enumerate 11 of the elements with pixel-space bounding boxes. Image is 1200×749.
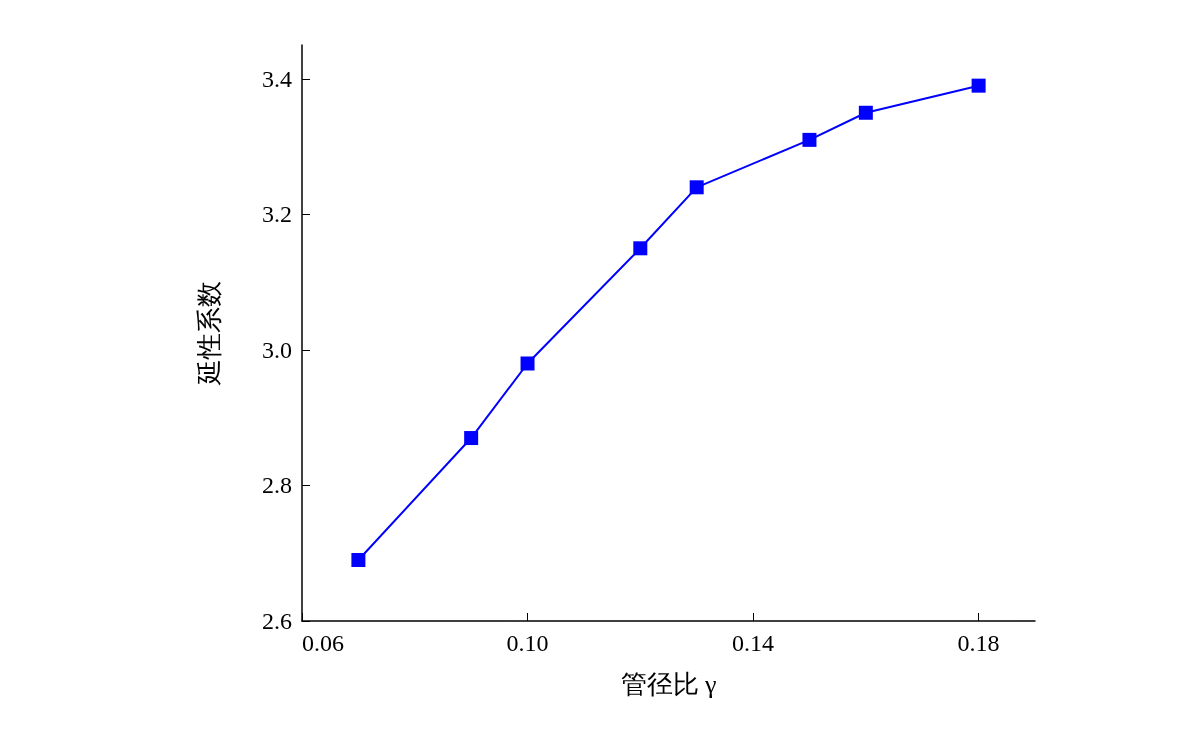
y-tick-label: 3.4 <box>262 65 292 92</box>
y-tick-label: 2.8 <box>262 472 292 499</box>
y-tick-label: 3.0 <box>262 336 292 363</box>
x-tick-label: 0.10 <box>506 630 549 656</box>
x-tick-label: 0.14 <box>732 630 775 656</box>
x-tick-label: 0.18 <box>957 630 1000 656</box>
x-tick-label: 0.06 <box>302 630 344 656</box>
x-axis-title: 管径比 γ <box>620 669 717 699</box>
y-tick-label: 2.6 <box>262 608 292 634</box>
y-tick-label: 3.2 <box>262 201 292 228</box>
y-axis-title: 延性系数 <box>194 281 224 386</box>
